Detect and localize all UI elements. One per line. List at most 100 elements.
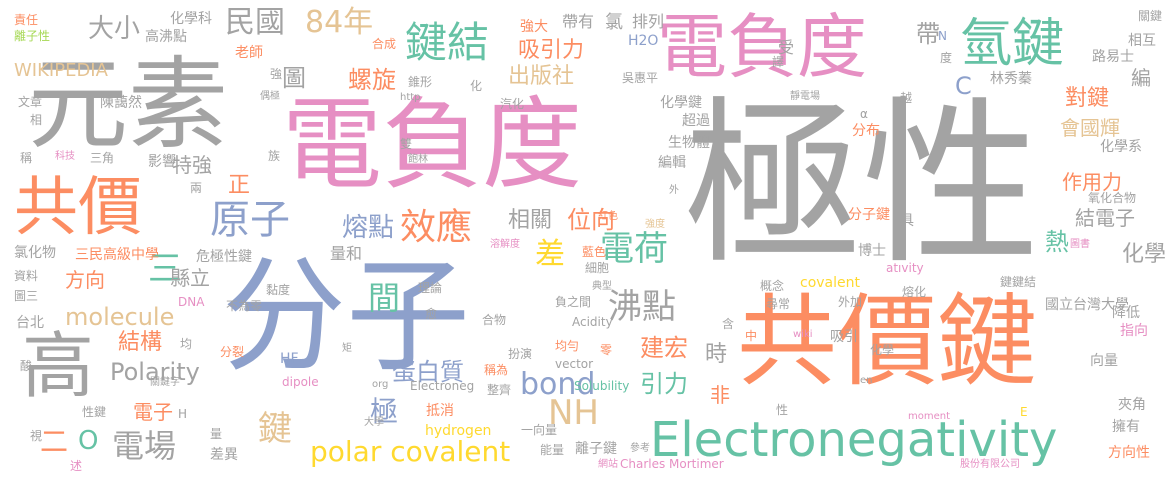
word-hua: 化 bbox=[470, 79, 483, 93]
word-zhong: 中 bbox=[745, 329, 758, 343]
word-danbaizhi: 蛋白質 bbox=[392, 358, 464, 386]
word-ju: 具 bbox=[900, 213, 914, 229]
word-laoshi: 老師 bbox=[235, 45, 263, 61]
word-polarity: Polarity bbox=[110, 358, 200, 386]
word-zeren: 責任 bbox=[14, 13, 39, 27]
word-jian-single: 鍵 bbox=[258, 409, 292, 449]
word-xing: 性 bbox=[776, 403, 789, 417]
word-chengwei: 稱為 bbox=[484, 363, 509, 377]
word-wiki: wiki bbox=[793, 329, 813, 340]
word-banyan: 扮演 bbox=[508, 347, 533, 361]
word-liang-quantity: 量 bbox=[210, 427, 223, 441]
word-baolin: 飽林 bbox=[408, 154, 428, 165]
word-jianjianjie: 鍵鍵結 bbox=[1000, 275, 1037, 289]
word-re: 熱 bbox=[1045, 228, 1069, 256]
word-ouji: 偶極 bbox=[260, 91, 280, 102]
word-shi-view: 視 bbox=[30, 429, 43, 443]
word-dna: DNA bbox=[178, 295, 205, 309]
word-gaofeidian: 高沸點 bbox=[145, 29, 187, 45]
word-shi: 時 bbox=[705, 342, 728, 367]
word-jian-between: 間 bbox=[368, 279, 401, 317]
word-shuang: 雙 bbox=[400, 137, 413, 151]
word-yu: 愈 bbox=[425, 307, 438, 321]
word-qingjian: 氫鍵 bbox=[960, 14, 1065, 74]
word-daxiao: 大小 bbox=[88, 14, 141, 44]
word-jianhong: 建宏 bbox=[640, 334, 688, 362]
word-sanmin: 三民高級中學 bbox=[75, 247, 159, 263]
word-solubility: Solubility bbox=[574, 379, 630, 393]
word-xiaoying: 效應 bbox=[400, 207, 473, 248]
word-tushu: 圖書 bbox=[1070, 239, 1090, 250]
word-c: C bbox=[955, 72, 972, 100]
word-huaxueke: 化學科 bbox=[170, 11, 212, 27]
word-lizixing: 離子性 bbox=[14, 29, 51, 43]
word-yanghuahewu: 氧化合物 bbox=[1088, 191, 1137, 205]
word-lvhuawu: 氯化物 bbox=[14, 245, 56, 261]
word-vector: vector bbox=[555, 357, 594, 371]
word-feidian: 沸點 bbox=[608, 287, 676, 327]
word-qiangda: 強大 bbox=[520, 19, 548, 35]
word-xianghu: 相互 bbox=[1128, 33, 1156, 49]
word-cheng: 稱 bbox=[20, 151, 33, 165]
word-hecheng: 合成 bbox=[372, 37, 397, 51]
word-shou: 受 bbox=[778, 38, 795, 57]
word-dianfudu-large: 電負度 bbox=[282, 86, 582, 203]
word-dianfudu-top: 電負度 bbox=[657, 6, 867, 88]
word-yixiangliang: 一向量 bbox=[521, 423, 558, 437]
word-huaxuejian: 化學鍵 bbox=[660, 95, 702, 111]
word-gongjia: 共價 bbox=[14, 171, 142, 245]
word-bianji: 編輯 bbox=[658, 155, 686, 171]
word-linxiuzhen: 林秀蓁 bbox=[990, 71, 1032, 87]
word-duijian: 對鍵 bbox=[1065, 86, 1110, 111]
word-alpha: α bbox=[860, 107, 868, 121]
word-yi: 譯 bbox=[772, 55, 785, 69]
word-qiang: 強 bbox=[270, 67, 283, 81]
word-luyishi: 路易士 bbox=[1092, 49, 1134, 65]
word-dai: 帶 bbox=[916, 20, 940, 48]
word-fenbu: 分布 bbox=[852, 123, 880, 139]
word-wenzhang: 文章 bbox=[18, 95, 43, 109]
word-en: en bbox=[860, 375, 873, 386]
word-xiangguan: 相關 bbox=[508, 208, 553, 233]
word-org: org bbox=[372, 379, 389, 390]
word-wikipedia: WIKIPEDIA bbox=[14, 60, 108, 81]
word-shu: 述 bbox=[70, 459, 83, 473]
word-du: 度 bbox=[940, 51, 953, 65]
word-xibao: 細胞 bbox=[585, 261, 610, 275]
word-lianghe: 量和 bbox=[330, 244, 363, 263]
word-chenairan: 陳藹然 bbox=[100, 95, 142, 111]
word-qiangdu: 強度 bbox=[645, 219, 665, 230]
word-bond: bond bbox=[520, 367, 596, 402]
word-qihua: 汽化 bbox=[500, 97, 525, 111]
word-gainian: 概念 bbox=[760, 279, 785, 293]
word-hydrogen: hydrogen bbox=[425, 423, 492, 439]
word-sanjiao: 三角 bbox=[90, 151, 115, 165]
word-zheng: 正 bbox=[228, 173, 251, 198]
word-hewu: 合物 bbox=[482, 313, 507, 327]
word-buweiling: 不為零 bbox=[226, 299, 263, 313]
word-cankao: 參考 bbox=[630, 443, 650, 454]
word-lanse: 藍色 bbox=[582, 245, 607, 259]
word-fenlie: 分裂 bbox=[220, 345, 245, 359]
word-bian: 編 bbox=[1131, 66, 1151, 90]
word-zu: 族 bbox=[268, 149, 281, 163]
word-ziliao: 資料 bbox=[14, 269, 39, 283]
word-dipole: dipole bbox=[282, 375, 319, 389]
word-wangzhan: 網站 bbox=[598, 459, 618, 470]
word-liang: 兩 bbox=[190, 181, 203, 195]
word-xiang: 相 bbox=[30, 113, 43, 127]
word-wuhuiping: 吳惠平 bbox=[622, 71, 659, 85]
word-niandu: 黏度 bbox=[266, 283, 291, 297]
word-molecule: molecule bbox=[65, 303, 175, 331]
word-lv: 氯 bbox=[605, 12, 623, 33]
word-teqiang: 特強 bbox=[172, 153, 212, 177]
word-daiyou: 帶有 bbox=[562, 12, 595, 31]
word-suan: 酸 bbox=[20, 359, 33, 373]
word-zuoyongli: 作用力 bbox=[1062, 170, 1122, 194]
word-luoxuan: 螺旋 bbox=[348, 66, 396, 94]
word-rongjiedu: 溶解度 bbox=[490, 239, 520, 250]
word-san-large: 三 bbox=[148, 249, 182, 289]
word-fei: 非 bbox=[710, 383, 730, 407]
word-weixiang: 位向 bbox=[567, 206, 615, 234]
